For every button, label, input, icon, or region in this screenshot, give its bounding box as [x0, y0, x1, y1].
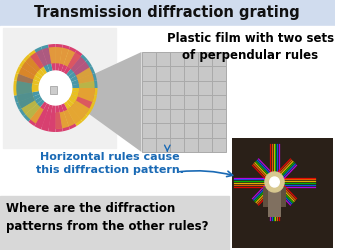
Wedge shape [71, 88, 98, 96]
Wedge shape [64, 50, 83, 75]
Wedge shape [41, 104, 52, 131]
Wedge shape [30, 47, 62, 69]
Wedge shape [23, 54, 45, 77]
Bar [0, 0, 335, 26]
Wedge shape [67, 52, 94, 84]
Wedge shape [55, 105, 63, 132]
Text: Where are the diffraction
patterns from the other rules?: Where are the diffraction patterns from … [6, 202, 208, 233]
Wedge shape [70, 66, 95, 82]
Wedge shape [71, 91, 97, 103]
Wedge shape [13, 80, 40, 88]
Wedge shape [71, 73, 97, 85]
Wedge shape [70, 94, 95, 110]
Bar [268, 187, 281, 217]
Wedge shape [76, 68, 95, 102]
Wedge shape [28, 50, 47, 75]
Wedge shape [48, 44, 55, 71]
Wedge shape [28, 101, 47, 126]
Wedge shape [66, 99, 88, 122]
Polygon shape [59, 52, 141, 152]
Wedge shape [16, 74, 35, 108]
Wedge shape [58, 45, 70, 72]
Bar [263, 187, 286, 207]
Wedge shape [68, 60, 92, 80]
Circle shape [265, 172, 284, 192]
Bar [141, 52, 226, 152]
Bar [0, 26, 335, 250]
Wedge shape [17, 92, 44, 124]
Circle shape [270, 177, 279, 187]
Text: Transmission diffraction grating: Transmission diffraction grating [34, 6, 300, 20]
Wedge shape [41, 45, 52, 72]
Wedge shape [55, 44, 63, 71]
Circle shape [39, 71, 72, 105]
Wedge shape [14, 91, 40, 103]
Wedge shape [30, 107, 62, 129]
Bar [0, 196, 230, 250]
Wedge shape [58, 104, 70, 131]
Wedge shape [34, 103, 50, 129]
Wedge shape [19, 96, 43, 116]
Wedge shape [23, 99, 45, 122]
Bar [232, 138, 333, 248]
Wedge shape [64, 101, 83, 126]
Wedge shape [34, 47, 50, 73]
Wedge shape [49, 47, 80, 69]
Wedge shape [67, 88, 94, 124]
Wedge shape [61, 47, 77, 73]
Bar [50, 86, 57, 94]
Wedge shape [66, 54, 88, 77]
Wedge shape [13, 88, 40, 96]
Bar [3, 28, 116, 148]
Text: Plastic film with two sets
of perpendular rules: Plastic film with two sets of perpendula… [167, 32, 334, 62]
Wedge shape [16, 94, 41, 110]
Wedge shape [61, 103, 77, 129]
Wedge shape [55, 100, 89, 129]
Wedge shape [17, 52, 44, 84]
Wedge shape [68, 96, 92, 116]
Wedge shape [71, 80, 98, 88]
Wedge shape [16, 66, 41, 82]
Wedge shape [19, 60, 43, 80]
Wedge shape [14, 73, 40, 85]
Text: Horizontal rules cause
this diffraction pattern.: Horizontal rules cause this diffraction … [36, 152, 184, 175]
Wedge shape [48, 105, 55, 132]
